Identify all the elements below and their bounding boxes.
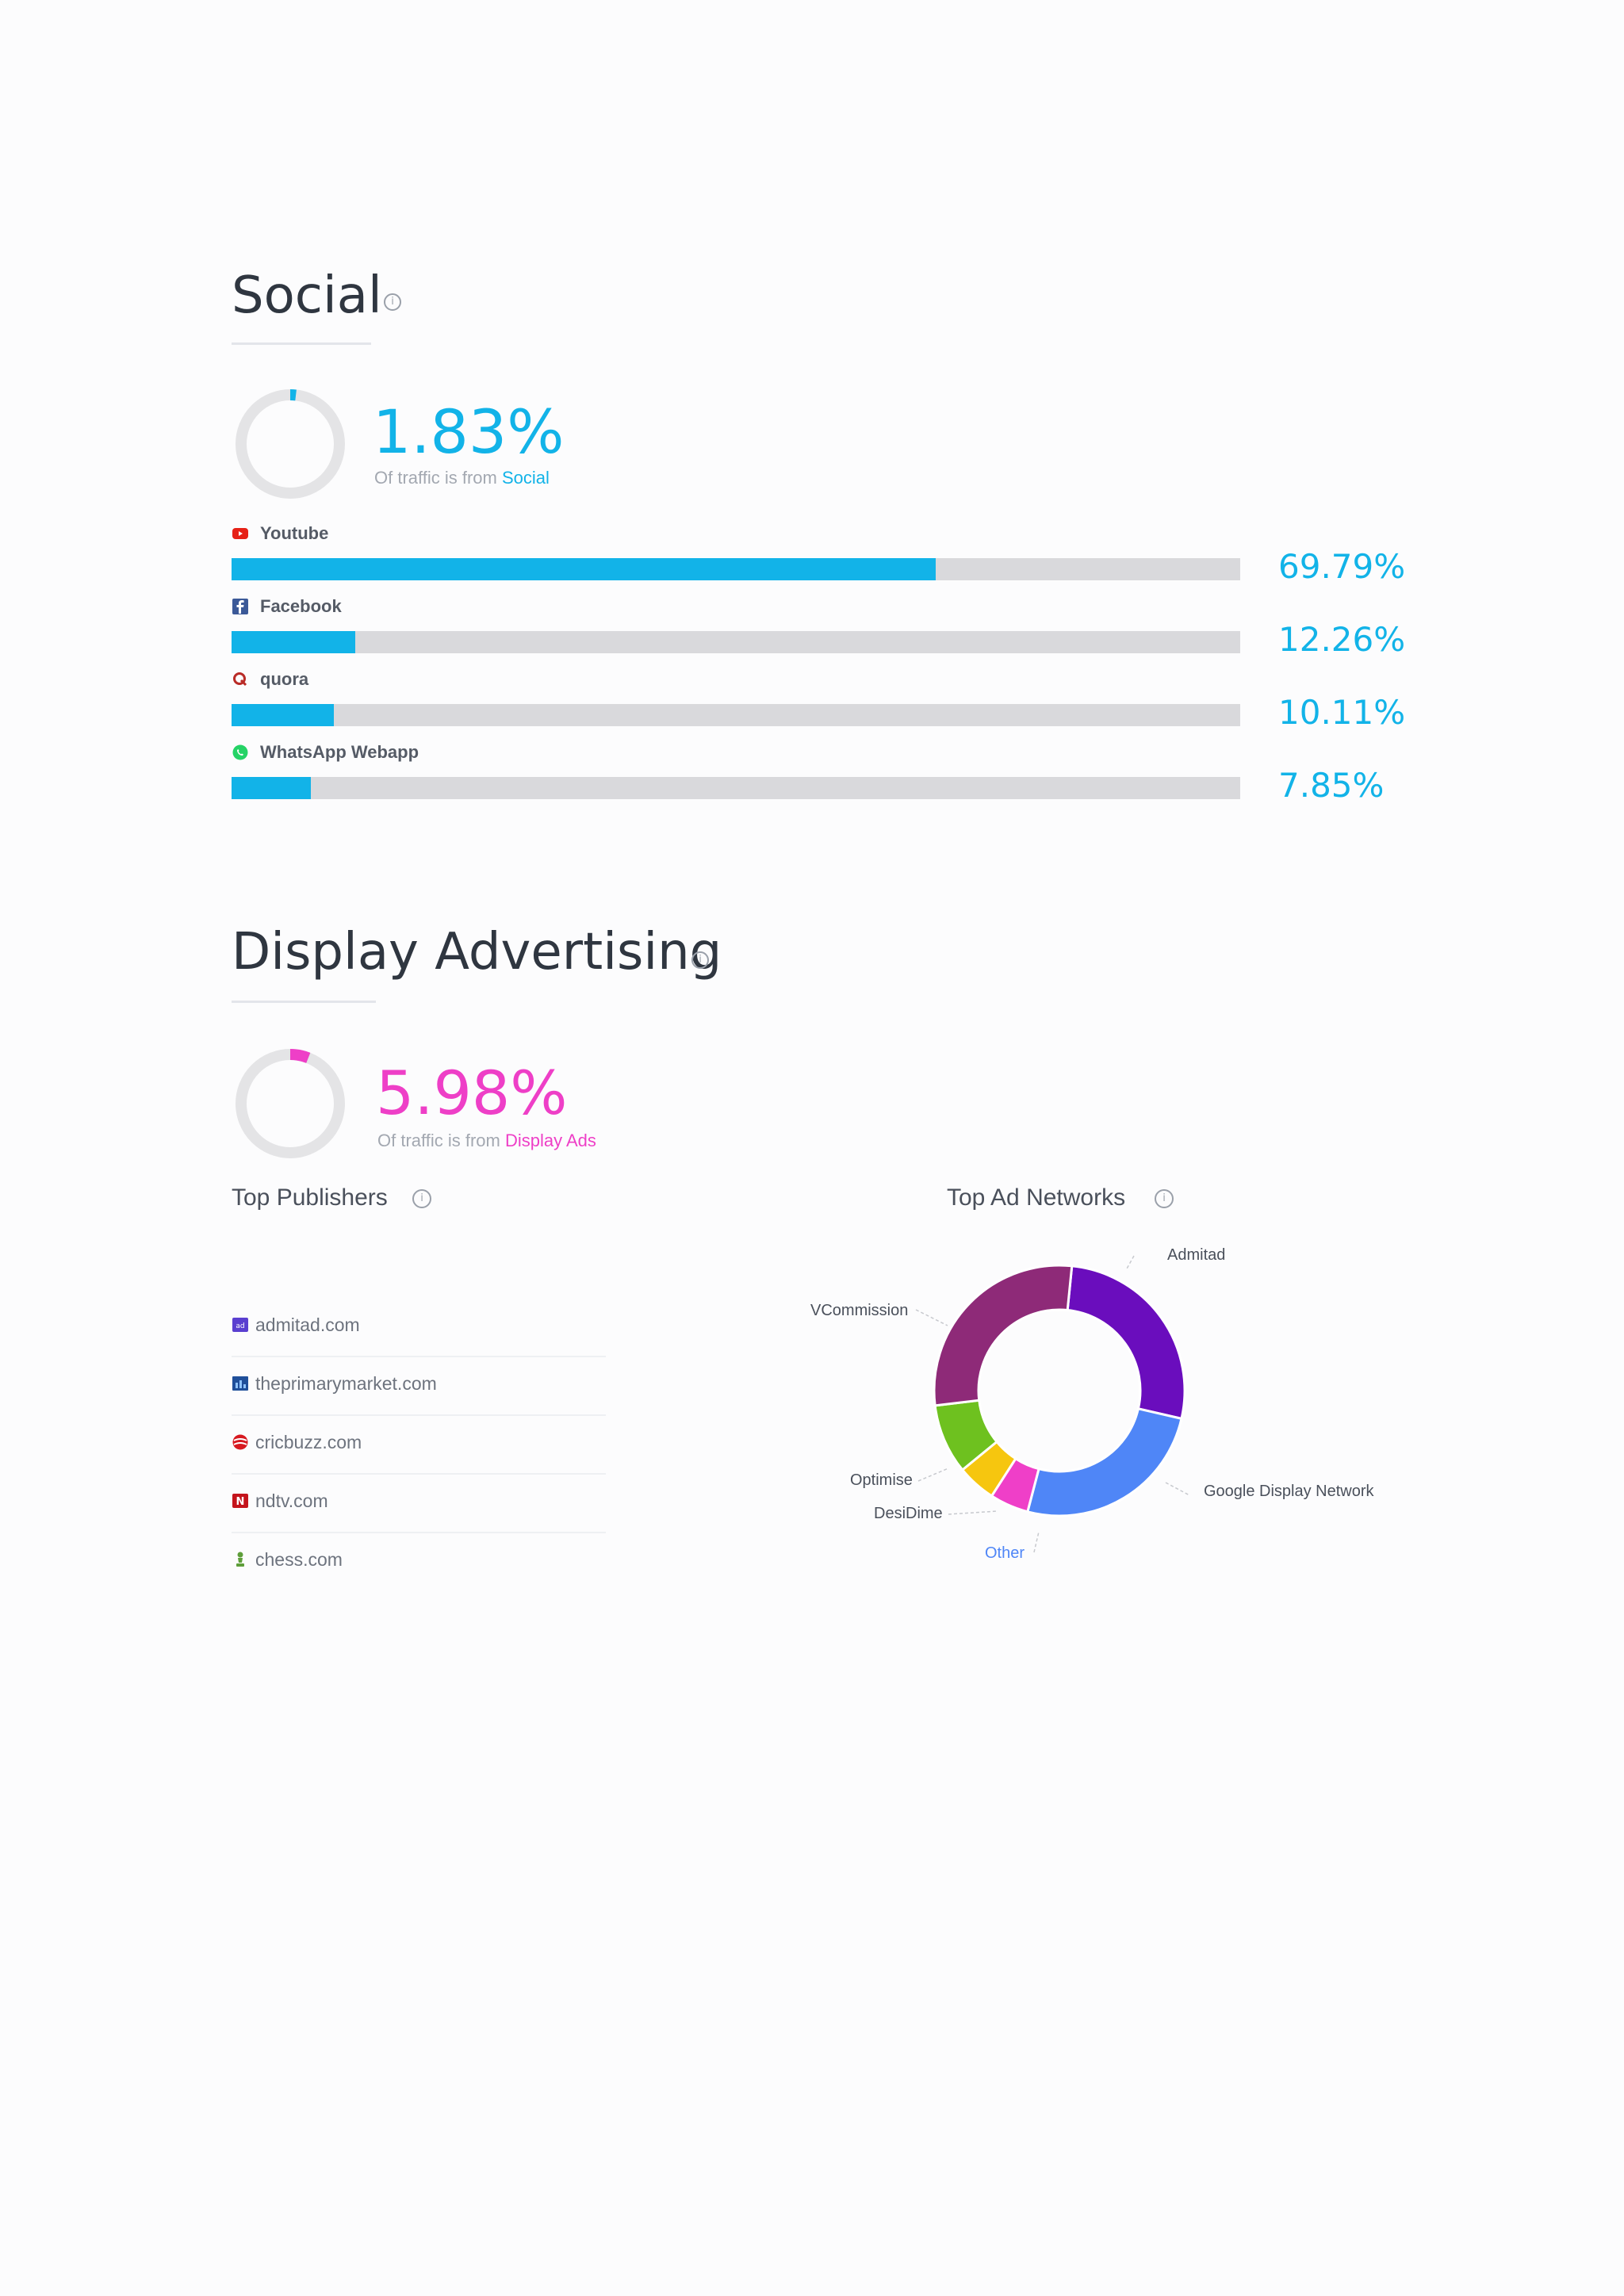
display-subtitle-link[interactable]: Display Ads	[504, 1131, 596, 1150]
publisher-name[interactable]: theprimarymarket.com	[255, 1373, 437, 1394]
ad-network-label-vcommission: VCommission	[810, 1302, 909, 1319]
social-bar-fill-whatsapp	[232, 777, 311, 799]
publisher-row[interactable]: theprimarymarket.com	[232, 1356, 606, 1416]
display-share-arc	[236, 1049, 345, 1158]
social-share-arc	[236, 389, 345, 499]
social-info-icon[interactable]: i	[384, 293, 401, 311]
social-subtitle-prefix: Of traffic is from	[374, 468, 502, 488]
social-bar-facebook	[232, 631, 1240, 653]
ad-network-label-other: Other	[985, 1544, 1025, 1562]
facebook-icon	[232, 599, 248, 614]
social-source-label-facebook[interactable]: Facebook	[260, 596, 342, 616]
social-bar-fill-quora	[232, 704, 334, 726]
publisher-row[interactable]: N ndtv.com	[232, 1473, 606, 1533]
svg-text:N: N	[236, 1496, 245, 1508]
display-title-underline	[232, 1001, 376, 1003]
top-publishers-info-icon[interactable]: i	[412, 1189, 431, 1208]
ad-network-label-google-display-network: Google Display Network	[1204, 1483, 1374, 1500]
social-share-ring	[236, 389, 345, 499]
publisher-name[interactable]: ndtv.com	[255, 1490, 328, 1511]
social-bar-whatsapp	[232, 777, 1240, 799]
top-ad-networks-info-icon[interactable]: i	[1155, 1189, 1174, 1208]
social-source-label-youtube[interactable]: Youtube	[260, 523, 329, 543]
social-bar-fill-youtube	[232, 558, 936, 580]
social-percent-youtube: 69.79%	[1278, 547, 1406, 586]
youtube-icon	[232, 528, 248, 539]
social-subtitle: Of traffic is from Social	[374, 468, 550, 488]
donut-slice-admitad[interactable]	[1066, 1265, 1186, 1421]
social-bar-quora	[232, 704, 1240, 726]
donut-slice-vcommission[interactable]	[933, 1264, 1074, 1407]
social-percent: 1.83%	[373, 396, 565, 467]
chess-icon	[236, 1552, 244, 1567]
top-publishers-title: Top Publishers	[232, 1184, 388, 1211]
theprimarymarket-icon	[232, 1376, 248, 1391]
social-title: Social	[232, 266, 382, 325]
display-subtitle: Of traffic is from Display Ads	[377, 1131, 596, 1151]
social-percent-quora: 10.11%	[1278, 693, 1406, 732]
ad-networks-donut-chart	[933, 1264, 1186, 1517]
top-ad-networks-title: Top Ad Networks	[947, 1184, 1126, 1211]
admitad-icon: ad	[232, 1318, 248, 1332]
publisher-row[interactable]: chess.com	[232, 1532, 606, 1590]
donut-slice-google-display-network[interactable]	[1025, 1407, 1183, 1517]
display-percent: 5.98%	[376, 1058, 568, 1128]
social-percent-whatsapp: 7.85%	[1278, 766, 1385, 805]
quora-icon	[233, 672, 247, 687]
display-subtitle-prefix: Of traffic is from	[377, 1131, 505, 1150]
whatsapp-icon	[232, 744, 248, 760]
publisher-row[interactable]: cricbuzz.com	[232, 1414, 606, 1475]
cricbuzz-icon	[232, 1434, 248, 1450]
publisher-name[interactable]: chess.com	[255, 1549, 343, 1570]
ad-network-label-admitad: Admitad	[1167, 1246, 1226, 1264]
social-subtitle-link[interactable]: Social	[501, 468, 550, 488]
publisher-row[interactable]: ad admitad.com	[232, 1297, 606, 1357]
social-percent-facebook: 12.26%	[1278, 620, 1406, 659]
ad-network-label-optimise: Optimise	[850, 1471, 913, 1489]
ad-network-label-desidime: DesiDime	[874, 1505, 943, 1522]
social-bar-fill-facebook	[232, 631, 355, 653]
display-share-ring	[236, 1049, 345, 1158]
ad-networks-callout-lines	[915, 1255, 1190, 1553]
social-title-underline	[232, 342, 371, 345]
publisher-name[interactable]: admitad.com	[255, 1314, 360, 1335]
social-bar-youtube	[232, 558, 1240, 580]
svg-text:ad: ad	[236, 1322, 244, 1330]
social-source-label-quora[interactable]: quora	[260, 669, 309, 689]
ndtv-icon: N	[232, 1494, 248, 1508]
publisher-name[interactable]: cricbuzz.com	[255, 1432, 362, 1452]
social-source-label-whatsapp[interactable]: WhatsApp Webapp	[260, 742, 419, 762]
display-title: Display Advertising	[232, 923, 722, 982]
display-info-icon[interactable]: i	[691, 951, 709, 969]
